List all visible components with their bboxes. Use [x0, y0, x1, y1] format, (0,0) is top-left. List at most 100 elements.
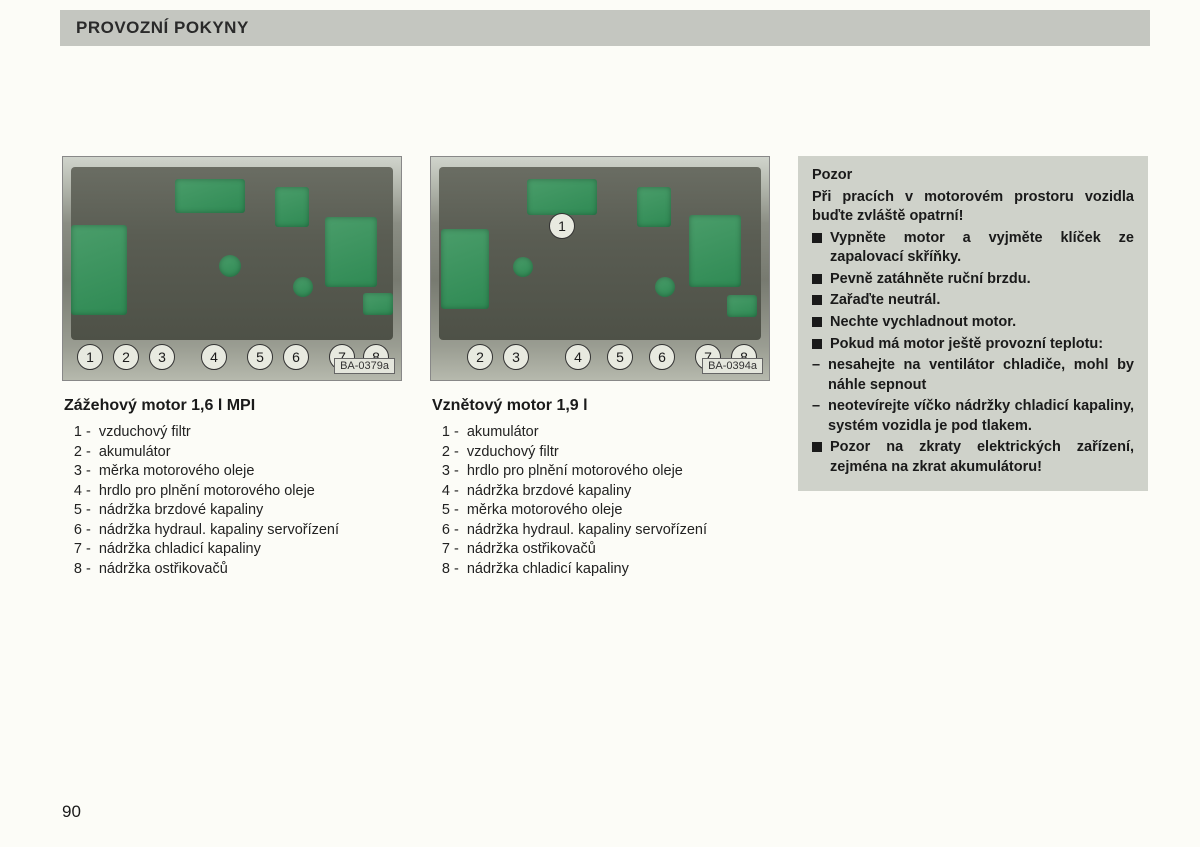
warning-subbullet: –neotevírejte víčko nádržky chladicí kap…: [812, 397, 1134, 436]
legend-num: 1: [432, 423, 450, 443]
bullet-text: Pozor na zkraty elektrických zařízení, z…: [830, 438, 1134, 477]
warning-bullet: Vypněte motor a vyjměte klíček ze zapalo…: [812, 229, 1134, 268]
part-air-filter: [71, 225, 127, 315]
part-washer: [363, 293, 393, 315]
diagram-label: 4: [201, 344, 227, 370]
part-battery: [527, 179, 597, 215]
engine1-title: Zážehový motor 1,6 l MPI: [64, 397, 402, 415]
legend-num: 6: [64, 521, 82, 541]
legend-row: 4-hrdlo pro plnění motorového oleje: [64, 482, 402, 502]
legend-dash: -: [86, 560, 91, 580]
bullet-text: Nechte vychladnout motor.: [830, 313, 1134, 333]
legend-dash: -: [454, 443, 459, 463]
bullet-text: neotevírejte víčko nádržky chladicí kapa…: [828, 397, 1134, 436]
legend-dash: -: [86, 462, 91, 482]
legend-num: 8: [432, 560, 450, 580]
legend-text: měrka motorového oleje: [99, 462, 402, 482]
legend-num: 8: [64, 560, 82, 580]
legend-row: 1-akumulátor: [432, 423, 770, 443]
part-ps-res: [655, 277, 675, 297]
bullet-text: Pevně zatáhněte ruční brzdu.: [830, 270, 1134, 290]
legend-row: 6-nádržka hydraul. kapaliny servořízení: [432, 521, 770, 541]
legend-row: 1-vzduchový filtr: [64, 423, 402, 443]
warning-intro: Při pracích v motorovém prostoru vozidla…: [812, 188, 1134, 227]
bullet-text: nesahejte na ventilátor chladiče, mohl b…: [828, 356, 1134, 395]
warning-bullet: Zařaďte neutrál.: [812, 291, 1134, 311]
diagram-label: 6: [283, 344, 309, 370]
square-bullet-icon: [812, 339, 822, 349]
legend-row: 7-nádržka chladicí kapaliny: [64, 540, 402, 560]
legend-text: vzduchový filtr: [467, 443, 770, 463]
part-coolant: [689, 215, 741, 287]
legend-dash: -: [86, 443, 91, 463]
warning-bullet: Pozor na zkraty elektrických zařízení, z…: [812, 438, 1134, 477]
diagram-label: 3: [503, 344, 529, 370]
legend-row: 5-nádržka brzdové kapaliny: [64, 501, 402, 521]
legend-row: 6-nádržka hydraul. kapaliny servořízení: [64, 521, 402, 541]
square-bullet-icon: [812, 233, 822, 243]
legend-num: 2: [64, 443, 82, 463]
legend-text: akumulátor: [99, 443, 402, 463]
legend-dash: -: [454, 501, 459, 521]
legend-text: vzduchový filtr: [99, 423, 402, 443]
diagram-label: 3: [149, 344, 175, 370]
legend-num: 5: [64, 501, 82, 521]
diagram-label: 4: [565, 344, 591, 370]
diagram-ref: BA-0379a: [334, 358, 395, 374]
legend-text: nádržka chladicí kapaliny: [99, 540, 402, 560]
legend-text: nádržka brzdové kapaliny: [99, 501, 402, 521]
part-oil-cap: [219, 255, 241, 277]
warning-box: Pozor Při pracích v motorovém prostoru v…: [798, 156, 1148, 491]
legend-dash: -: [454, 462, 459, 482]
legend-row: 3-hrdlo pro plnění motorového oleje: [432, 462, 770, 482]
part-washer: [727, 295, 757, 317]
legend-dash: -: [86, 501, 91, 521]
legend-num: 1: [64, 423, 82, 443]
engine1-column: 1 2 3 4 5 6 7 8 BA-0379a Zážehový motor …: [62, 156, 402, 580]
legend-num: 4: [432, 482, 450, 502]
legend-row: 8-nádržka ostřikovačů: [64, 560, 402, 580]
diagram-label: 5: [607, 344, 633, 370]
bullet-text: Vypněte motor a vyjměte klíček ze zapalo…: [830, 229, 1134, 268]
part-ps-res: [293, 277, 313, 297]
part-brake-res: [637, 187, 671, 227]
legend-text: nádržka ostřikovačů: [99, 560, 402, 580]
bullet-text: Pokud má motor ještě provozní teplotu:: [830, 335, 1134, 355]
legend-row: 7-nádržka ostřikovačů: [432, 540, 770, 560]
legend-row: 5-měrka motorového oleje: [432, 501, 770, 521]
legend-num: 5: [432, 501, 450, 521]
legend-text: nádržka ostřikovačů: [467, 540, 770, 560]
dash-bullet-icon: –: [812, 356, 822, 395]
section-title: PROVOZNÍ POKYNY: [76, 18, 249, 37]
diagram-label: 1: [549, 213, 575, 239]
part-air-filter: [441, 229, 489, 309]
engine2-title: Vznětový motor 1,9 l: [432, 397, 770, 415]
square-bullet-icon: [812, 274, 822, 284]
diagram-ref: BA-0394a: [702, 358, 763, 374]
square-bullet-icon: [812, 295, 822, 305]
legend-text: hrdlo pro plnění motorového oleje: [99, 482, 402, 502]
legend-row: 4-nádržka brzdové kapaliny: [432, 482, 770, 502]
page-number: 90: [62, 802, 81, 822]
legend-text: nádržka chladicí kapaliny: [467, 560, 770, 580]
legend-dash: -: [454, 540, 459, 560]
section-header: PROVOZNÍ POKYNY: [60, 10, 1150, 46]
engine2-column: 1 2 3 4 5 6 7 8 BA-0394a Vznětový motor …: [430, 156, 770, 580]
legend-num: 3: [64, 462, 82, 482]
engine2-legend: 1-akumulátor2-vzduchový filtr3-hrdlo pro…: [430, 423, 770, 580]
legend-row: 3-měrka motorového oleje: [64, 462, 402, 482]
square-bullet-icon: [812, 317, 822, 327]
warning-column: Pozor Při pracích v motorovém prostoru v…: [798, 156, 1148, 580]
legend-text: nádržka hydraul. kapaliny servořízení: [467, 521, 770, 541]
part-battery: [175, 179, 245, 213]
legend-num: 3: [432, 462, 450, 482]
legend-dash: -: [86, 423, 91, 443]
legend-num: 4: [64, 482, 82, 502]
legend-dash: -: [454, 560, 459, 580]
legend-text: akumulátor: [467, 423, 770, 443]
square-bullet-icon: [812, 442, 822, 452]
legend-num: 6: [432, 521, 450, 541]
warning-bullet: Pokud má motor ještě provozní teplotu:: [812, 335, 1134, 355]
page-content: 1 2 3 4 5 6 7 8 BA-0379a Zážehový motor …: [0, 46, 1200, 580]
legend-dash: -: [86, 482, 91, 502]
